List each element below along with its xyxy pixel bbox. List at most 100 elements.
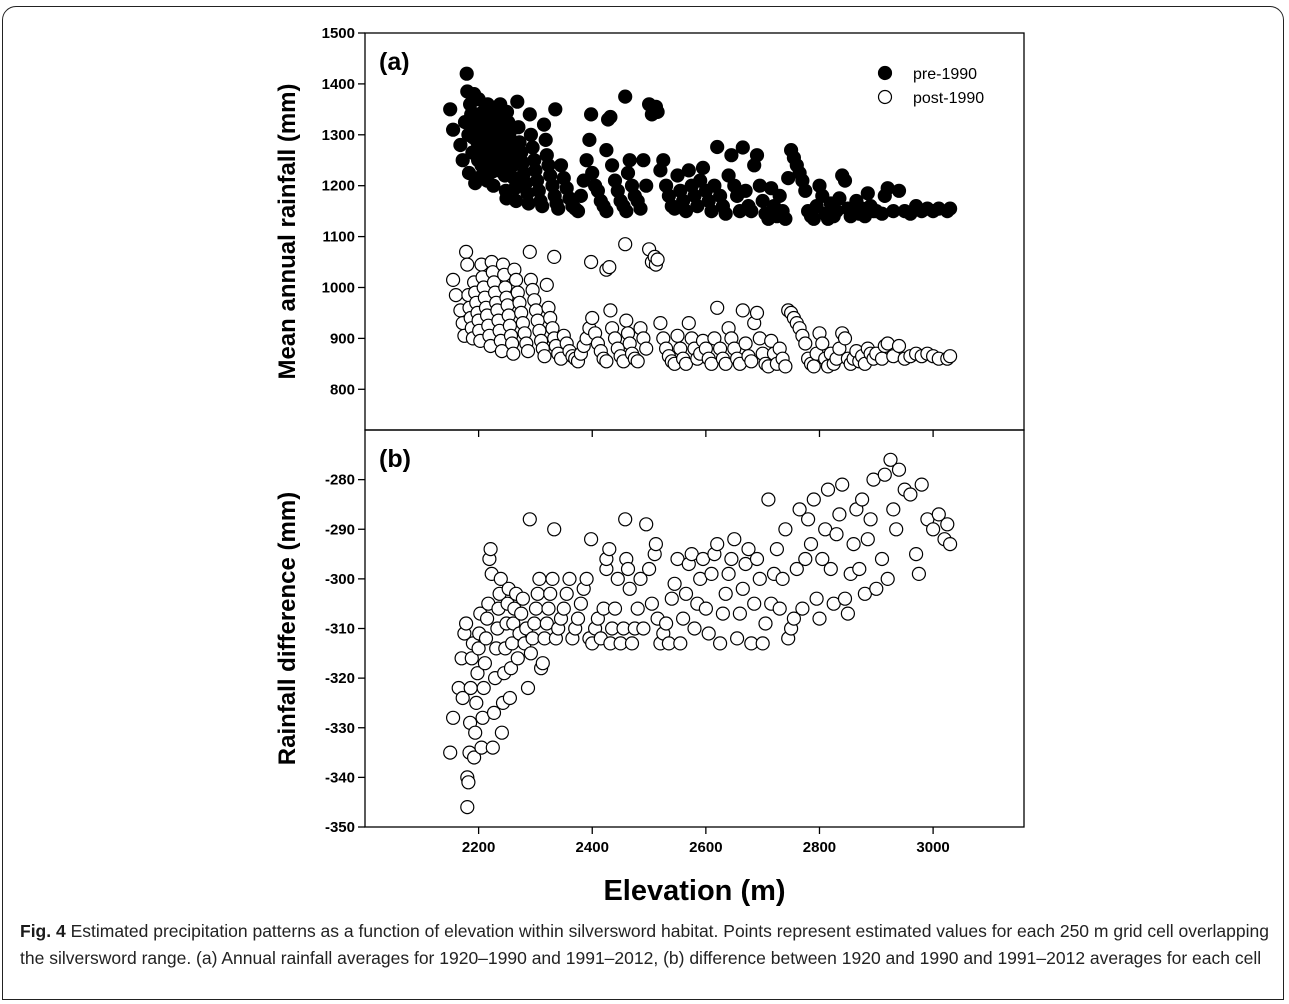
panel-b-y-axis-title: Rainfall difference (mm) [274,492,301,765]
panel-b-point-open [778,522,793,537]
panel-a-point-open [735,303,750,318]
panel-b-point-open [812,611,827,626]
panel-a-point-filled [573,188,589,203]
panel-b-point-open [477,656,492,671]
panel-a-point-filled [525,140,540,155]
panel-b-point-open [494,725,509,740]
panel-b-point-open [889,522,904,537]
panel-b-point-open [476,680,491,696]
panel-a-point-open [448,288,463,303]
panel-b-point-open [510,651,525,666]
panel-a-point-filled [620,165,636,181]
panel-a-point-filled [772,188,787,203]
panel-a-point-filled [832,191,847,206]
panel-b-point-open [735,581,750,596]
panel-a-point-filled [523,127,539,142]
panel-a-point-open [603,303,618,318]
panel-b-point-open [820,482,836,497]
panel-a-point-open [653,316,668,331]
panel-b-point-open [854,492,870,507]
panel-b-point-open [800,512,816,527]
panel-b-point-open [607,601,623,616]
panel-b-point-open [911,566,927,582]
panel-a-point-open [837,331,853,346]
scatter-figure: 800 900 1000 1100 1200 1300 1400 1500 (a) Mean an… [274,25,1025,907]
panel-a-point-open [583,254,599,270]
panel-b-point-open [840,606,856,621]
legend-label: post-1990 [913,90,984,107]
panel-a-point-filled [604,158,620,173]
figure-caption: Fig. 4 Estimated precipitation patterns … [20,918,1270,972]
panel-a-point-open [815,336,830,351]
panel-a-point-filled [486,178,501,193]
panel-a-point-open [710,300,725,315]
panel-a-point-open [738,336,753,351]
panel-a-point-filled [570,204,586,219]
panel-a-point-filled [622,153,637,168]
panel-b-point-open [886,502,901,517]
panel-b-point-open [541,601,556,616]
panel-b-point-open [485,740,500,755]
panel-b-point-open [869,581,884,596]
panel-b-point-open [515,591,531,606]
panel-a-point-filled [942,201,958,216]
figure-frame [2,6,1284,1000]
panel-b-point-open [525,631,540,646]
x-tick-label: 2400 [576,839,609,856]
panel-b-point-open [556,601,571,616]
panel-a-point-open [806,359,821,374]
panel-a-point-filled [695,160,711,175]
legend-marker-open [877,89,893,105]
panel-b-point-open [520,680,536,696]
panel-b-point-open [471,641,486,656]
panel-b-point-open [523,646,539,661]
panel-a-point-open [639,341,654,356]
panel-b-point-open [446,710,461,725]
panel-a-point-filled [752,178,767,193]
panel-a-point-filled [778,211,793,226]
panel-a-point-filled [749,148,765,163]
panel-b-point-open [806,492,821,507]
panel-b-point-open [460,799,475,815]
panel-a-point-open [942,349,958,364]
panel-b-point-open [798,551,813,567]
panel-b-point-open [758,616,773,631]
panel-a-point-filled [521,196,536,211]
panel-a-point-open [547,249,562,264]
panel-a-point-open [752,331,767,346]
panel-b-point-open [522,512,537,527]
panel-b-point-open [464,651,479,666]
panel-b-point-open [931,507,946,522]
panel-b-point-open [675,611,691,626]
panel-b-point-open [618,512,633,527]
panel-b-point-open [891,462,907,477]
panel-b-point-open [470,666,485,681]
panel-a-point-filled [738,183,753,198]
panel-a-point-filled [735,140,750,155]
panel-b-point-open [718,586,733,601]
panel-a-point-filled [583,107,599,122]
panel-a-point-open [585,310,600,326]
panel-b-y-tick-label: -280 [325,472,355,489]
x-tick-label: 2200 [462,839,495,856]
panel-a-point-open [619,313,634,328]
panel-a-point-filled [681,163,696,178]
panel-b-point-open [528,601,544,616]
panel-b-y-tick-label: -300 [325,571,355,588]
panel-b-point-open [562,571,577,587]
panel-b-point-open [583,532,599,547]
panel-b-point-open [712,636,728,651]
panel-b-point-open [630,601,645,616]
panel-a-point-open [599,354,614,369]
panel-b-point-open [532,571,547,587]
panel-b-point-open [579,571,594,587]
panel-b-point-open [832,507,847,522]
panel-a-point-filled [585,165,600,181]
panel-b-point-open [729,631,745,646]
panel-a-point-filled [744,204,759,219]
panel-a-point-filled [636,153,651,168]
panel-b-point-open [543,586,558,601]
panel-b-point-open [792,502,807,517]
panel-b-point-open [622,581,637,596]
panel-b-point-open [667,576,682,591]
